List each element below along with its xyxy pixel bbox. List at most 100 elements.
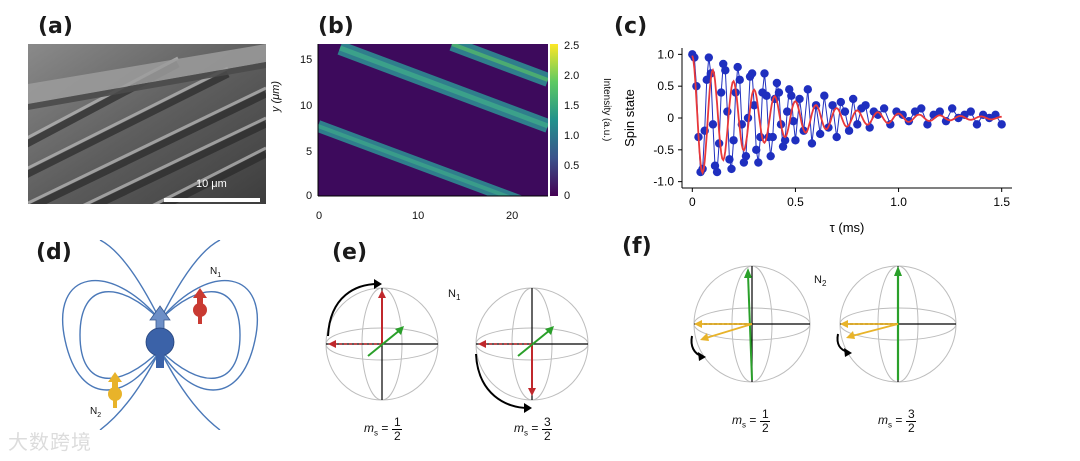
data-connector — [807, 89, 813, 144]
panel-label-d: (d) — [36, 240, 72, 265]
data-connector — [724, 70, 728, 112]
data-point — [844, 126, 854, 135]
nuclear-spin-n2 — [108, 387, 122, 401]
watermark: 大数跨境 — [8, 430, 92, 454]
data-point — [774, 88, 784, 97]
map-xtick-10: 10 — [412, 210, 425, 222]
data-point — [853, 120, 862, 129]
data-point — [785, 85, 794, 94]
data-point — [719, 59, 728, 69]
data-point — [727, 164, 736, 174]
data-connector — [753, 105, 757, 150]
ms-label-left-f: ms = 1 2 — [732, 407, 771, 435]
data-point — [752, 145, 761, 155]
bloch-spheres-f: N2 ms = 1 2 ms = 3 2 — [672, 262, 972, 457]
x-tick-label: 0 — [689, 195, 696, 209]
ms-label-right-e: ms = 3 2 — [514, 415, 553, 443]
data-point — [787, 91, 796, 100]
colorbar-tick-1.0: 1.0 — [564, 130, 580, 142]
fit-curve — [691, 55, 1002, 176]
scale-bar — [164, 198, 260, 202]
data-point — [766, 151, 775, 161]
data-connector — [815, 105, 821, 134]
data-point — [807, 139, 817, 148]
data-connector — [836, 102, 842, 138]
x-tick-label: 0.5 — [787, 195, 804, 209]
data-point — [725, 155, 734, 164]
data-point — [840, 107, 850, 116]
data-point — [723, 107, 732, 116]
intensity-map-panel: y (μm) 15 10 5 0 0 10 20 2.5 2.0 1.5 1.0… — [270, 30, 612, 230]
data-point — [708, 120, 718, 129]
data-connector — [803, 89, 809, 131]
ms-label-right-f: ms = 3 2 — [878, 407, 917, 435]
map-ytick-10: 10 — [300, 100, 313, 112]
map-xtick-20: 20 — [506, 210, 519, 222]
colorbar-tick-2.5: 2.5 — [564, 40, 580, 52]
label-n2: N2 — [90, 406, 102, 419]
data-point — [733, 62, 742, 72]
data-connector — [823, 95, 829, 128]
data-point — [690, 53, 699, 62]
scale-bar-label: 10 μm — [196, 178, 227, 190]
panel-label-a: (a) — [38, 14, 73, 39]
colorbar — [550, 44, 558, 196]
data-point — [910, 107, 920, 116]
bloch-spheres-e: N1 ms = 1 2 ms = 3 2 — [316, 276, 616, 456]
data-connector — [733, 92, 737, 141]
data-connector — [832, 105, 838, 138]
map-ylabel: y (μm) — [270, 80, 282, 112]
chart-ylabel: Spin state — [622, 89, 637, 147]
y-tick-label: -0.5 — [653, 143, 674, 157]
data-point — [947, 104, 957, 113]
data-point — [820, 91, 829, 100]
map-ytick-5: 5 — [306, 146, 313, 158]
data-point — [898, 110, 907, 120]
data-connector — [747, 76, 751, 119]
data-point — [741, 151, 751, 161]
y-tick-label: -1.0 — [653, 175, 674, 189]
data-point — [768, 132, 777, 142]
data-point — [754, 158, 763, 167]
data-connector — [731, 140, 735, 169]
data-point — [966, 107, 975, 116]
data-point — [735, 75, 744, 85]
colorbar-label-text: Intensity (a.u.) — [601, 78, 612, 142]
data-point — [791, 136, 800, 145]
data-point — [747, 69, 757, 78]
data-connector — [819, 95, 825, 134]
colorbar-tick-1.5: 1.5 — [564, 100, 580, 112]
y-tick-label: 0.5 — [657, 79, 674, 93]
data-connector — [772, 98, 776, 138]
data-point — [836, 97, 846, 107]
data-connector — [739, 79, 743, 125]
ms-label-left-e: ms = 1 2 — [364, 415, 403, 443]
data-connector — [794, 98, 801, 141]
data-point — [702, 75, 711, 85]
colorbar-tick-2.0: 2.0 — [564, 70, 580, 82]
y-tick-label: 1.0 — [657, 47, 674, 61]
data-point — [704, 53, 714, 62]
spin-state-chart: 0 0.5 1.0 1.5 1.0 0.5 0 -0.5 -1.0 τ (ms) Spin stat… — [620, 38, 1030, 238]
data-point — [861, 101, 870, 110]
data-point — [879, 104, 889, 113]
data-point — [997, 120, 1006, 129]
panel-label-e: (e) — [332, 240, 368, 265]
panel-label-f: (f) — [622, 234, 652, 259]
panel-label-c: (c) — [614, 14, 648, 39]
colorbar-tick-0.5: 0.5 — [564, 160, 580, 172]
data-point — [923, 120, 932, 129]
data-point — [832, 132, 841, 142]
data-point — [760, 69, 769, 78]
data-point — [780, 136, 790, 145]
map-ytick-15: 15 — [300, 54, 313, 66]
data-point — [772, 78, 782, 88]
data-point — [716, 88, 726, 97]
electron-spin — [145, 327, 175, 357]
colorbar-tick-0: 0 — [564, 190, 571, 202]
dipole-field-diagram: N1 N2 — [60, 239, 270, 431]
data-point — [828, 101, 837, 110]
label-n1: N1 — [210, 266, 222, 279]
nuclear-spin-n1 — [193, 303, 207, 317]
data-point — [721, 66, 730, 75]
